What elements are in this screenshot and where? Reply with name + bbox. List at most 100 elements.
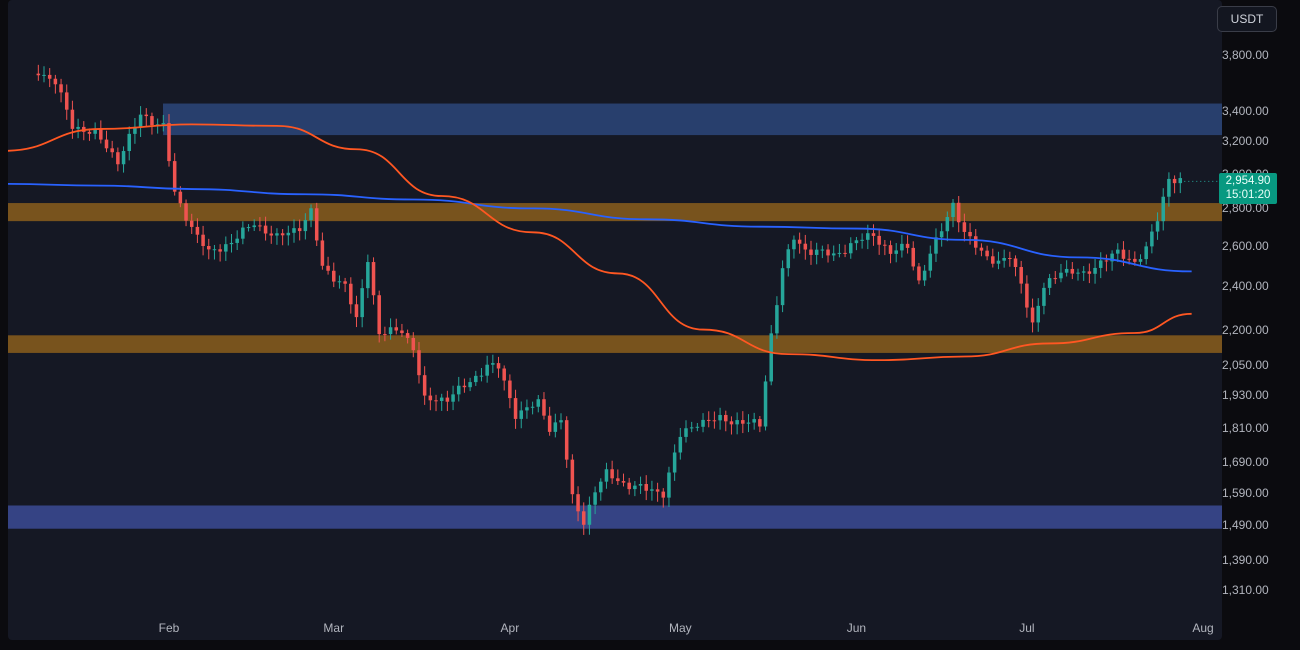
candle-down bbox=[280, 233, 285, 236]
chart-panel[interactable] bbox=[8, 0, 1222, 640]
candle-up bbox=[1178, 178, 1183, 184]
candle-down bbox=[434, 400, 438, 402]
candle-up bbox=[525, 407, 529, 411]
price-axis-tick: 3,200.00 bbox=[1222, 134, 1269, 149]
candle-up bbox=[530, 406, 535, 408]
candle-up bbox=[587, 504, 592, 525]
candle-down bbox=[371, 262, 376, 296]
candle-up bbox=[792, 239, 796, 250]
candle-down bbox=[64, 92, 69, 110]
candle-down bbox=[809, 249, 813, 255]
last-price-tag: 2,954.90 15:01:20 bbox=[1219, 173, 1277, 204]
candle-down bbox=[297, 228, 302, 232]
candle-up bbox=[735, 420, 739, 425]
quote-currency-label[interactable]: USDT bbox=[1217, 6, 1277, 32]
candle-up bbox=[934, 237, 938, 254]
candle-down bbox=[956, 202, 961, 223]
candle-up bbox=[604, 469, 609, 482]
candle-up bbox=[752, 419, 756, 423]
candle-down bbox=[70, 109, 75, 129]
candle-down bbox=[1053, 278, 1058, 280]
candle-up bbox=[820, 249, 825, 251]
candle-up bbox=[854, 240, 859, 244]
candle-down bbox=[1070, 268, 1075, 274]
candle-up bbox=[246, 227, 251, 229]
candle-down bbox=[826, 249, 830, 256]
candle-down bbox=[269, 233, 274, 236]
candle-down bbox=[184, 203, 188, 221]
candle-down bbox=[576, 494, 580, 512]
candle-up bbox=[275, 233, 279, 236]
time-axis-tick: May bbox=[668, 621, 692, 635]
candle-down bbox=[570, 459, 575, 495]
candle-down bbox=[803, 243, 808, 250]
candle-down bbox=[99, 128, 103, 140]
candle-down bbox=[627, 482, 631, 490]
candle-up bbox=[121, 151, 126, 165]
candle-down bbox=[917, 266, 921, 281]
candle-down bbox=[712, 420, 717, 422]
candle-up bbox=[337, 281, 342, 283]
candle-down bbox=[513, 398, 518, 419]
candle-down bbox=[1008, 258, 1012, 260]
candle-down bbox=[644, 484, 648, 491]
candle-down bbox=[116, 152, 120, 165]
moving-average-orange bbox=[8, 123, 1192, 362]
candle-up bbox=[1093, 267, 1097, 274]
candle-down bbox=[189, 220, 194, 227]
price-chart-svg[interactable] bbox=[8, 0, 1222, 640]
candle-down bbox=[400, 330, 404, 334]
candle-down bbox=[144, 114, 149, 117]
candle-up bbox=[638, 484, 643, 486]
candle-up bbox=[536, 399, 541, 407]
candle-up bbox=[241, 227, 245, 239]
time-axis-tick: Aug bbox=[1192, 621, 1214, 635]
candle-up bbox=[456, 385, 461, 395]
price-axis-tick: 2,400.00 bbox=[1222, 278, 1269, 293]
candle-down bbox=[1013, 258, 1018, 268]
candle-up bbox=[831, 253, 836, 256]
candle-down bbox=[445, 397, 450, 402]
candle-down bbox=[383, 334, 387, 336]
moving-average-blue bbox=[8, 183, 1192, 273]
candle-up bbox=[689, 427, 694, 429]
candle-up bbox=[224, 244, 228, 252]
candle-up bbox=[485, 364, 489, 376]
candle-down bbox=[354, 304, 359, 318]
candle-up bbox=[633, 485, 637, 490]
candle-up bbox=[684, 428, 688, 437]
candle-up bbox=[1081, 271, 1086, 273]
candle-up bbox=[1064, 268, 1069, 273]
candle-up bbox=[678, 436, 683, 453]
candle-down bbox=[331, 270, 336, 282]
candle-down bbox=[411, 337, 416, 351]
candle-down bbox=[871, 233, 876, 236]
candle-down bbox=[758, 419, 762, 427]
candle-up bbox=[1138, 259, 1143, 262]
candle-up bbox=[439, 397, 444, 401]
candle-up bbox=[1098, 260, 1103, 268]
candle-up bbox=[599, 481, 603, 493]
candle-down bbox=[496, 363, 501, 369]
price-axis-tick: 2,050.00 bbox=[1222, 358, 1269, 373]
candle-down bbox=[320, 240, 325, 266]
price-axis-tick: 2,800.00 bbox=[1222, 201, 1269, 216]
candle-down bbox=[564, 420, 569, 460]
candle-down bbox=[547, 415, 552, 432]
candle-up bbox=[945, 217, 950, 232]
candle-up bbox=[235, 238, 239, 243]
candle-up bbox=[474, 375, 478, 383]
candle-up bbox=[1155, 221, 1160, 232]
candle-down bbox=[422, 375, 427, 396]
candle-down bbox=[1127, 258, 1131, 260]
time-axis-tick: Apr bbox=[500, 621, 520, 635]
candle-down bbox=[729, 421, 734, 425]
candle-down bbox=[195, 226, 200, 235]
candle-down bbox=[883, 244, 887, 246]
candle-up bbox=[939, 231, 944, 238]
candle-up bbox=[1161, 196, 1165, 222]
candle-down bbox=[405, 333, 410, 338]
candle-up bbox=[553, 422, 558, 432]
candle-up bbox=[127, 133, 131, 152]
candle-up bbox=[1036, 305, 1041, 323]
